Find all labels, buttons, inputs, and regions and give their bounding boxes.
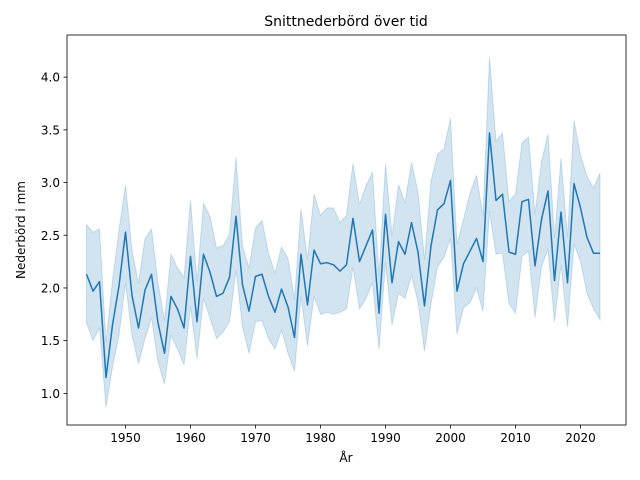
x-tick-label: 2000 — [435, 431, 466, 445]
confidence-band — [86, 57, 601, 408]
plot-area — [85, 57, 601, 408]
y-tick-label: 3.0 — [41, 176, 60, 190]
x-tick-label: 2020 — [565, 431, 596, 445]
x-axis: 1950 1960 1970 1980 1990 2000 2010 2020 — [110, 425, 596, 445]
y-axis-label: Nederbörd i mm — [14, 181, 28, 279]
y-tick-label: 1.5 — [41, 334, 60, 348]
x-tick-label: 1950 — [110, 431, 141, 445]
x-tick-label: 1980 — [305, 431, 336, 445]
y-tick-label: 4.0 — [41, 71, 60, 85]
x-tick-label: 1990 — [370, 431, 401, 445]
chart-title: Snittnederbörd över tid — [264, 14, 428, 30]
y-axis: 1.0 1.5 2.0 2.5 3.0 3.5 4.0 — [41, 71, 67, 401]
x-tick-label: 1960 — [175, 431, 206, 445]
y-tick-label: 2.5 — [41, 229, 60, 243]
axes-frame — [66, 34, 627, 426]
x-tick-label: 2010 — [500, 431, 531, 445]
y-tick-label: 1.0 — [41, 387, 60, 401]
y-tick-label: 3.5 — [41, 123, 60, 137]
x-axis-label: År — [339, 450, 352, 465]
y-tick-label: 2.0 — [41, 281, 60, 295]
x-tick-label: 1970 — [240, 431, 271, 445]
series-line — [85, 132, 600, 379]
